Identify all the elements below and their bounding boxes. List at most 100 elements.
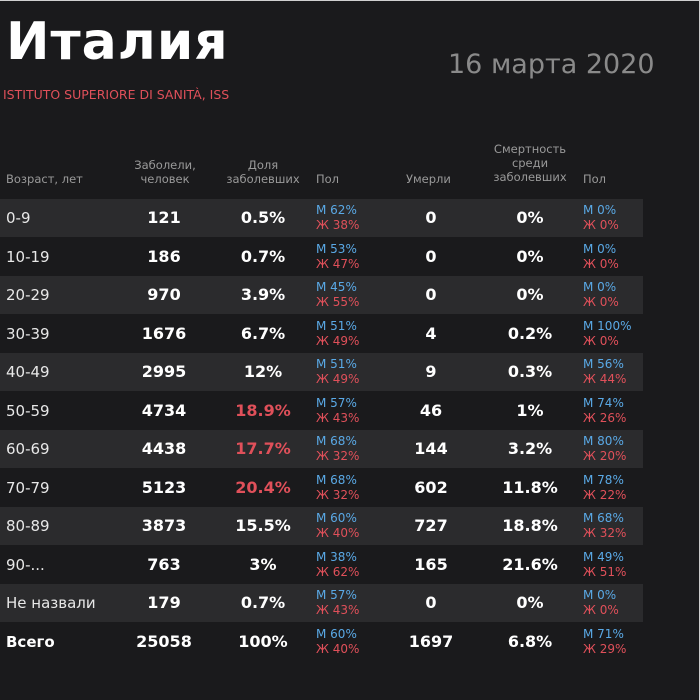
- female-share: Ж 49%: [316, 333, 360, 348]
- female-share: Ж 26%: [583, 410, 627, 425]
- sex-split-deaths: М 80% Ж 20%: [583, 434, 626, 464]
- mortality-cell: 3.2%: [507, 439, 553, 458]
- table-row: 70-79 5123 20.4% М 68% Ж 32% 602 11.8% М 78% Ж 2…: [0, 469, 643, 507]
- sex-split-deaths: М 100% Ж 0%: [583, 319, 631, 349]
- table-row: 60-69 4438 17.7% М 68% Ж 32% 144 3.2% М 80% Ж 20…: [0, 430, 643, 468]
- date-label: 16 марта 2020: [448, 49, 655, 80]
- cases-cell: 970: [147, 285, 181, 304]
- female-share: Ж 44%: [583, 372, 627, 386]
- cases-cell: 5123: [141, 477, 187, 497]
- deaths-cell: 165: [414, 554, 448, 574]
- cases-cell: 121: [147, 208, 181, 227]
- sex-split-deaths: М 0% Ж 0%: [583, 203, 619, 233]
- age-cell: 20-29: [6, 286, 50, 304]
- cases-cell: 186: [147, 246, 181, 266]
- cases-cell: 179: [147, 593, 181, 612]
- age-cell: 90-...: [6, 555, 45, 574]
- female-share: Ж 43%: [316, 603, 360, 617]
- male-share: М 68%: [316, 472, 357, 487]
- male-share: М 0%: [583, 203, 617, 217]
- female-share: Ж 32%: [316, 487, 360, 502]
- table-row: 50-59 4734 18.9% М 57% Ж 43% 46 1% М 74% Ж 26%: [0, 392, 643, 430]
- male-share: М 62%: [316, 203, 357, 217]
- sex-split-deaths: М 0% Ж 0%: [583, 280, 619, 310]
- share-cell: 3.9%: [240, 285, 286, 304]
- sex-split-cases: М 62% Ж 38%: [316, 203, 359, 233]
- mortality-cell: 1%: [516, 400, 544, 420]
- sex-split-cases: М 51% Ж 49%: [316, 319, 359, 349]
- table-row: 0-9 121 0.5% М 62% Ж 38% 0 0% М 0% Ж 0%: [0, 199, 643, 237]
- header-cases: Заболели, человек: [125, 158, 205, 186]
- table-row: 10-19 186 0.7% М 53% Ж 47% 0 0% М 0% Ж 0%: [0, 238, 643, 276]
- sex-split-cases: М 38% Ж 62%: [316, 550, 359, 580]
- sex-split-deaths: М 71% Ж 29%: [583, 627, 626, 657]
- mortality-cell: 0%: [516, 285, 544, 304]
- deaths-cell: 144: [414, 439, 448, 458]
- female-share: Ж 0%: [583, 603, 619, 617]
- header-share: Доля заболевших: [218, 158, 308, 186]
- cases-cell: 2995: [141, 362, 187, 381]
- mortality-cell: 0%: [516, 593, 544, 612]
- male-share: М 56%: [583, 357, 624, 371]
- female-share: Ж 49%: [316, 372, 360, 386]
- header-share-line2: заболевших: [226, 172, 300, 186]
- male-share: М 60%: [316, 511, 357, 525]
- share-cell: 12%: [243, 362, 283, 381]
- cases-cell: 4734: [141, 400, 187, 420]
- male-share: М 100%: [583, 318, 632, 333]
- age-cell: 10-19: [6, 247, 50, 266]
- deaths-cell: 0: [425, 593, 437, 612]
- sex-split-cases: М 51% Ж 49%: [316, 357, 359, 387]
- deaths-cell: 0: [425, 208, 437, 227]
- table-row: 80-89 3873 15.5% М 60% Ж 40% 727 18.8% М 68% Ж 3…: [0, 507, 643, 545]
- share-cell: 0.7%: [240, 246, 286, 266]
- share-cell: 17.7%: [235, 439, 291, 458]
- share-cell: 0.5%: [240, 208, 286, 227]
- male-share: М 0%: [583, 241, 617, 256]
- deaths-cell: 1697: [408, 631, 454, 651]
- female-share: Ж 0%: [583, 333, 619, 348]
- header-sex: Пол: [316, 172, 340, 186]
- male-share: М 57%: [316, 395, 357, 410]
- male-share: М 80%: [583, 434, 624, 448]
- sex-split-deaths: М 0% Ж 0%: [583, 588, 619, 618]
- deaths-cell: 0: [425, 285, 437, 304]
- female-share: Ж 0%: [583, 218, 619, 232]
- table-row: 20-29 970 3.9% М 45% Ж 55% 0 0% М 0% Ж 0%: [0, 276, 643, 314]
- female-share: Ж 40%: [316, 641, 360, 656]
- sex-split-deaths: М 78% Ж 22%: [583, 473, 626, 503]
- mortality-cell: 0%: [516, 246, 544, 266]
- deaths-cell: 0: [425, 246, 437, 266]
- sex-split-deaths: М 74% Ж 26%: [583, 396, 626, 426]
- deaths-cell: 727: [414, 516, 448, 535]
- age-cell: 0-9: [6, 209, 31, 227]
- frame-border-top: [0, 0, 700, 1]
- male-share: М 38%: [316, 549, 357, 564]
- mortality-cell: 0.3%: [507, 362, 553, 381]
- female-share: Ж 32%: [316, 449, 360, 463]
- age-cell: 80-89: [6, 517, 50, 535]
- cases-cell: 25058: [136, 631, 192, 651]
- male-share: М 53%: [316, 241, 357, 256]
- header-sex-deaths: Пол: [583, 172, 607, 186]
- male-share: М 45%: [316, 280, 357, 294]
- female-share: Ж 55%: [316, 295, 360, 309]
- female-share: Ж 38%: [316, 218, 360, 232]
- female-share: Ж 20%: [583, 449, 627, 463]
- male-share: М 71%: [583, 626, 624, 641]
- share-cell: 6.7%: [240, 323, 286, 343]
- age-cell: 60-69: [6, 440, 50, 458]
- header-cases-line2: человек: [140, 172, 190, 186]
- female-share: Ж 43%: [316, 410, 360, 425]
- header-cases-line1: Заболели,: [134, 158, 196, 172]
- table-row: 30-39 1676 6.7% М 51% Ж 49% 4 0.2% М 100% Ж 0%: [0, 315, 643, 353]
- sex-split-cases: М 57% Ж 43%: [316, 396, 359, 426]
- male-share: М 60%: [316, 626, 357, 641]
- page-title: Италия: [6, 12, 229, 72]
- source-label: ISTITUTO SUPERIORE DI SANITÀ, ISS: [3, 87, 230, 102]
- female-share: Ж 32%: [583, 526, 627, 540]
- age-cell: 70-79: [6, 478, 50, 497]
- age-cell: Всего: [6, 632, 55, 651]
- table-row-total: Всего 25058 100% М 60% Ж 40% 1697 6.8% М 71% Ж 2…: [0, 623, 643, 661]
- male-share: М 0%: [583, 280, 617, 294]
